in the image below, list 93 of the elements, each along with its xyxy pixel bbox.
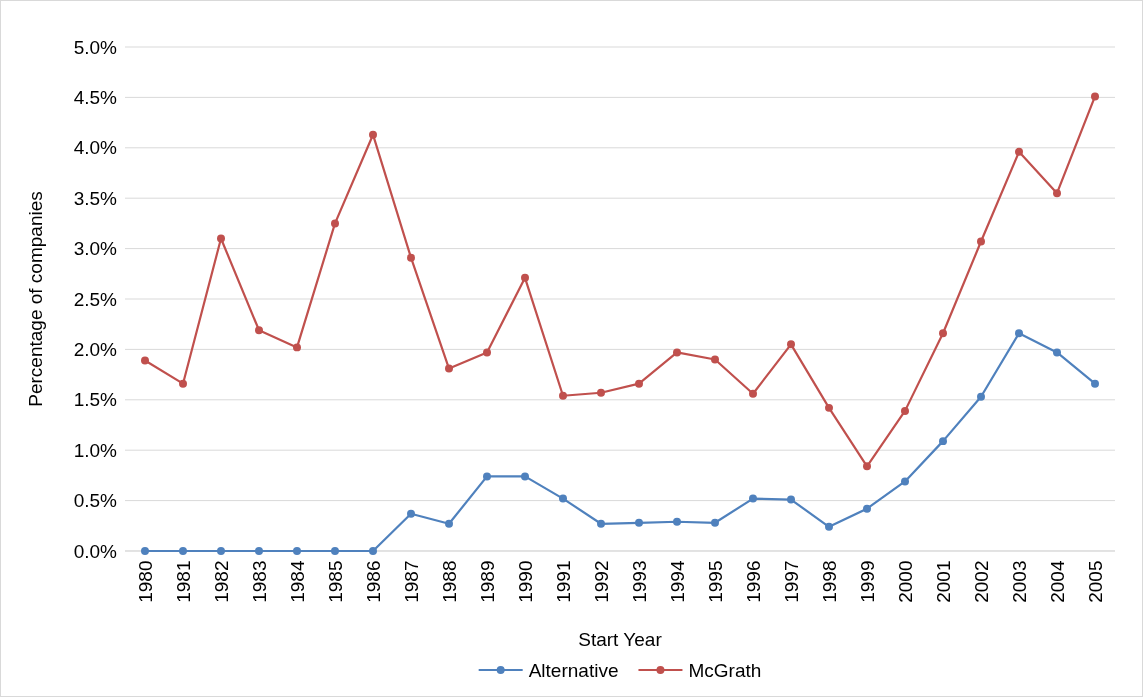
point — [749, 494, 757, 503]
point — [1015, 329, 1023, 338]
point — [179, 379, 187, 388]
x-tick-label: 1985 — [325, 560, 347, 603]
point — [1015, 147, 1023, 156]
y-axis-title: Percentage of companies — [25, 191, 46, 407]
x-tick-label: 1983 — [249, 560, 271, 603]
point — [369, 130, 377, 139]
point — [255, 547, 263, 555]
x-tick-label: 1984 — [287, 560, 309, 603]
x-tick-label: 2003 — [1009, 560, 1031, 603]
point — [559, 391, 567, 400]
point — [787, 495, 795, 504]
x-tick-label: 1980 — [135, 560, 157, 603]
point — [1053, 189, 1061, 198]
point — [1091, 92, 1099, 101]
y-tick-label: 0.0% — [73, 540, 118, 562]
x-tick-label: 2005 — [1085, 560, 1107, 603]
point — [255, 326, 263, 335]
point — [445, 519, 453, 528]
point — [369, 547, 377, 555]
point — [521, 273, 529, 282]
y-tick-label: 0.5% — [73, 490, 118, 512]
x-tick-label: 1994 — [667, 560, 689, 603]
point — [559, 494, 567, 503]
x-tick-label: 1991 — [553, 560, 575, 603]
x-tick-label: 1981 — [173, 560, 195, 603]
point — [863, 462, 871, 471]
x-tick-label: 2001 — [933, 560, 955, 603]
point — [407, 509, 415, 518]
y-tick-label: 3.5% — [73, 187, 118, 209]
point — [521, 472, 529, 481]
point — [331, 547, 339, 555]
x-tick-label: 1982 — [211, 560, 233, 603]
x-tick-label: 1999 — [857, 560, 879, 603]
point — [293, 547, 301, 555]
point — [141, 547, 149, 555]
point — [1091, 379, 1099, 388]
y-tick-label: 2.0% — [73, 338, 118, 360]
point — [787, 340, 795, 349]
point — [635, 379, 643, 388]
point — [179, 547, 187, 555]
point — [597, 388, 605, 397]
x-tick-label: 2000 — [895, 560, 917, 603]
point — [673, 517, 681, 526]
point — [141, 356, 149, 365]
x-axis-title: Start Year — [578, 629, 663, 650]
point — [749, 389, 757, 398]
point — [483, 472, 491, 481]
point — [407, 253, 415, 262]
y-tick-label: 2.5% — [73, 288, 118, 310]
point — [977, 237, 985, 246]
x-tick-label: 2002 — [971, 560, 993, 603]
x-tick-label: 2004 — [1047, 560, 1069, 603]
point — [597, 519, 605, 528]
point — [901, 477, 909, 486]
point — [445, 364, 453, 373]
point — [901, 406, 909, 415]
point — [825, 403, 833, 412]
x-tick-label: 1990 — [515, 560, 537, 603]
point — [825, 522, 833, 531]
point — [939, 329, 947, 338]
x-tick-label: 1986 — [363, 560, 385, 603]
legend-label: McGrath — [688, 659, 762, 681]
x-tick-label: 1992 — [591, 560, 613, 603]
point — [673, 348, 681, 357]
point — [939, 437, 947, 446]
point — [217, 234, 225, 243]
x-tick-label: 1996 — [743, 560, 765, 603]
x-tick-label: 1988 — [439, 560, 461, 603]
x-tick-label: 1989 — [477, 560, 499, 603]
point — [483, 348, 491, 357]
point — [863, 504, 871, 513]
point — [711, 355, 719, 364]
y-tick-label: 3.0% — [73, 238, 118, 260]
point — [635, 518, 643, 527]
x-tick-label: 1987 — [401, 560, 423, 603]
y-tick-label: 5.0% — [73, 36, 118, 58]
point — [331, 219, 339, 228]
y-tick-label: 4.0% — [73, 137, 118, 159]
x-tick-label: 1993 — [629, 560, 651, 603]
point — [1053, 348, 1061, 357]
x-tick-label: 1997 — [781, 560, 803, 603]
y-tick-label: 1.0% — [73, 439, 118, 461]
x-tick-label: 1995 — [705, 560, 727, 603]
legend-label: Alternative — [528, 659, 619, 681]
point — [711, 518, 719, 527]
y-tick-label: 4.5% — [73, 86, 118, 108]
point — [977, 392, 985, 401]
y-tick-label: 1.5% — [73, 389, 118, 411]
point — [293, 343, 301, 352]
point — [217, 547, 225, 555]
x-tick-label: 1998 — [819, 560, 841, 603]
